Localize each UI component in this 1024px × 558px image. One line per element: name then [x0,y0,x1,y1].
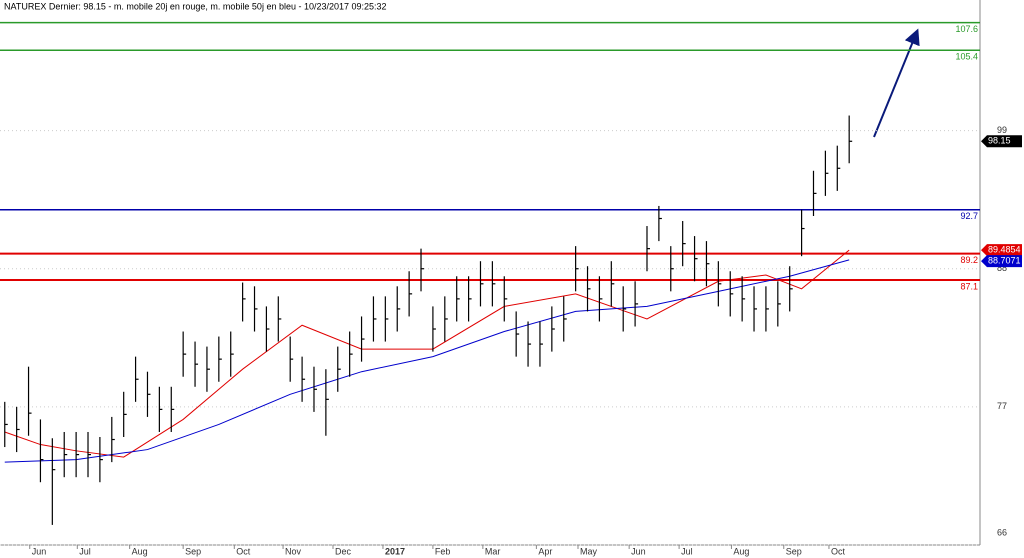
x-tick-label: Oct [236,546,251,556]
level-label: 87.1 [960,281,978,291]
x-tick-label: 2017 [385,546,405,556]
price-tag-label: 89.4854 [988,244,1021,254]
price-tag [981,255,1022,268]
x-tick-label: Nov [285,546,302,556]
x-tick-label: Jul [681,546,693,556]
x-tick-label: Dec [335,546,352,556]
x-tick-label: Feb [435,546,451,556]
price-tag [981,244,1022,257]
x-tick-label: Aug [733,546,749,556]
x-tick-label: Apr [538,546,552,556]
chart-title: NATUREX Dernier: 98.15 - m. mobile 20j e… [4,1,387,11]
level-label: 89.2 [960,255,978,265]
level-label: 107.6 [955,24,978,34]
level-label: 92.7 [960,211,978,221]
x-tick-label: Jun [631,546,646,556]
x-tick-label: Sep [786,546,802,556]
x-tick-label: Sep [185,546,201,556]
x-tick-label: Aug [132,546,148,556]
price-tag-label: 88.7071 [988,255,1021,265]
x-tick-label: Mar [485,546,501,556]
x-tick-label: Jul [79,546,91,556]
x-tick-label: Jun [32,546,47,556]
x-tick-label: May [580,546,598,556]
y-tick-label: 99 [997,125,1007,135]
y-tick-label: 77 [997,401,1007,411]
x-tick-label: Oct [831,546,846,556]
y-tick-label: 66 [997,527,1007,537]
level-label: 105.4 [955,52,978,62]
y-tick-label: 88 [997,263,1007,273]
arrow [873,28,920,138]
price-tag [981,135,1022,148]
price-tag-label: 98.15 [988,136,1011,146]
